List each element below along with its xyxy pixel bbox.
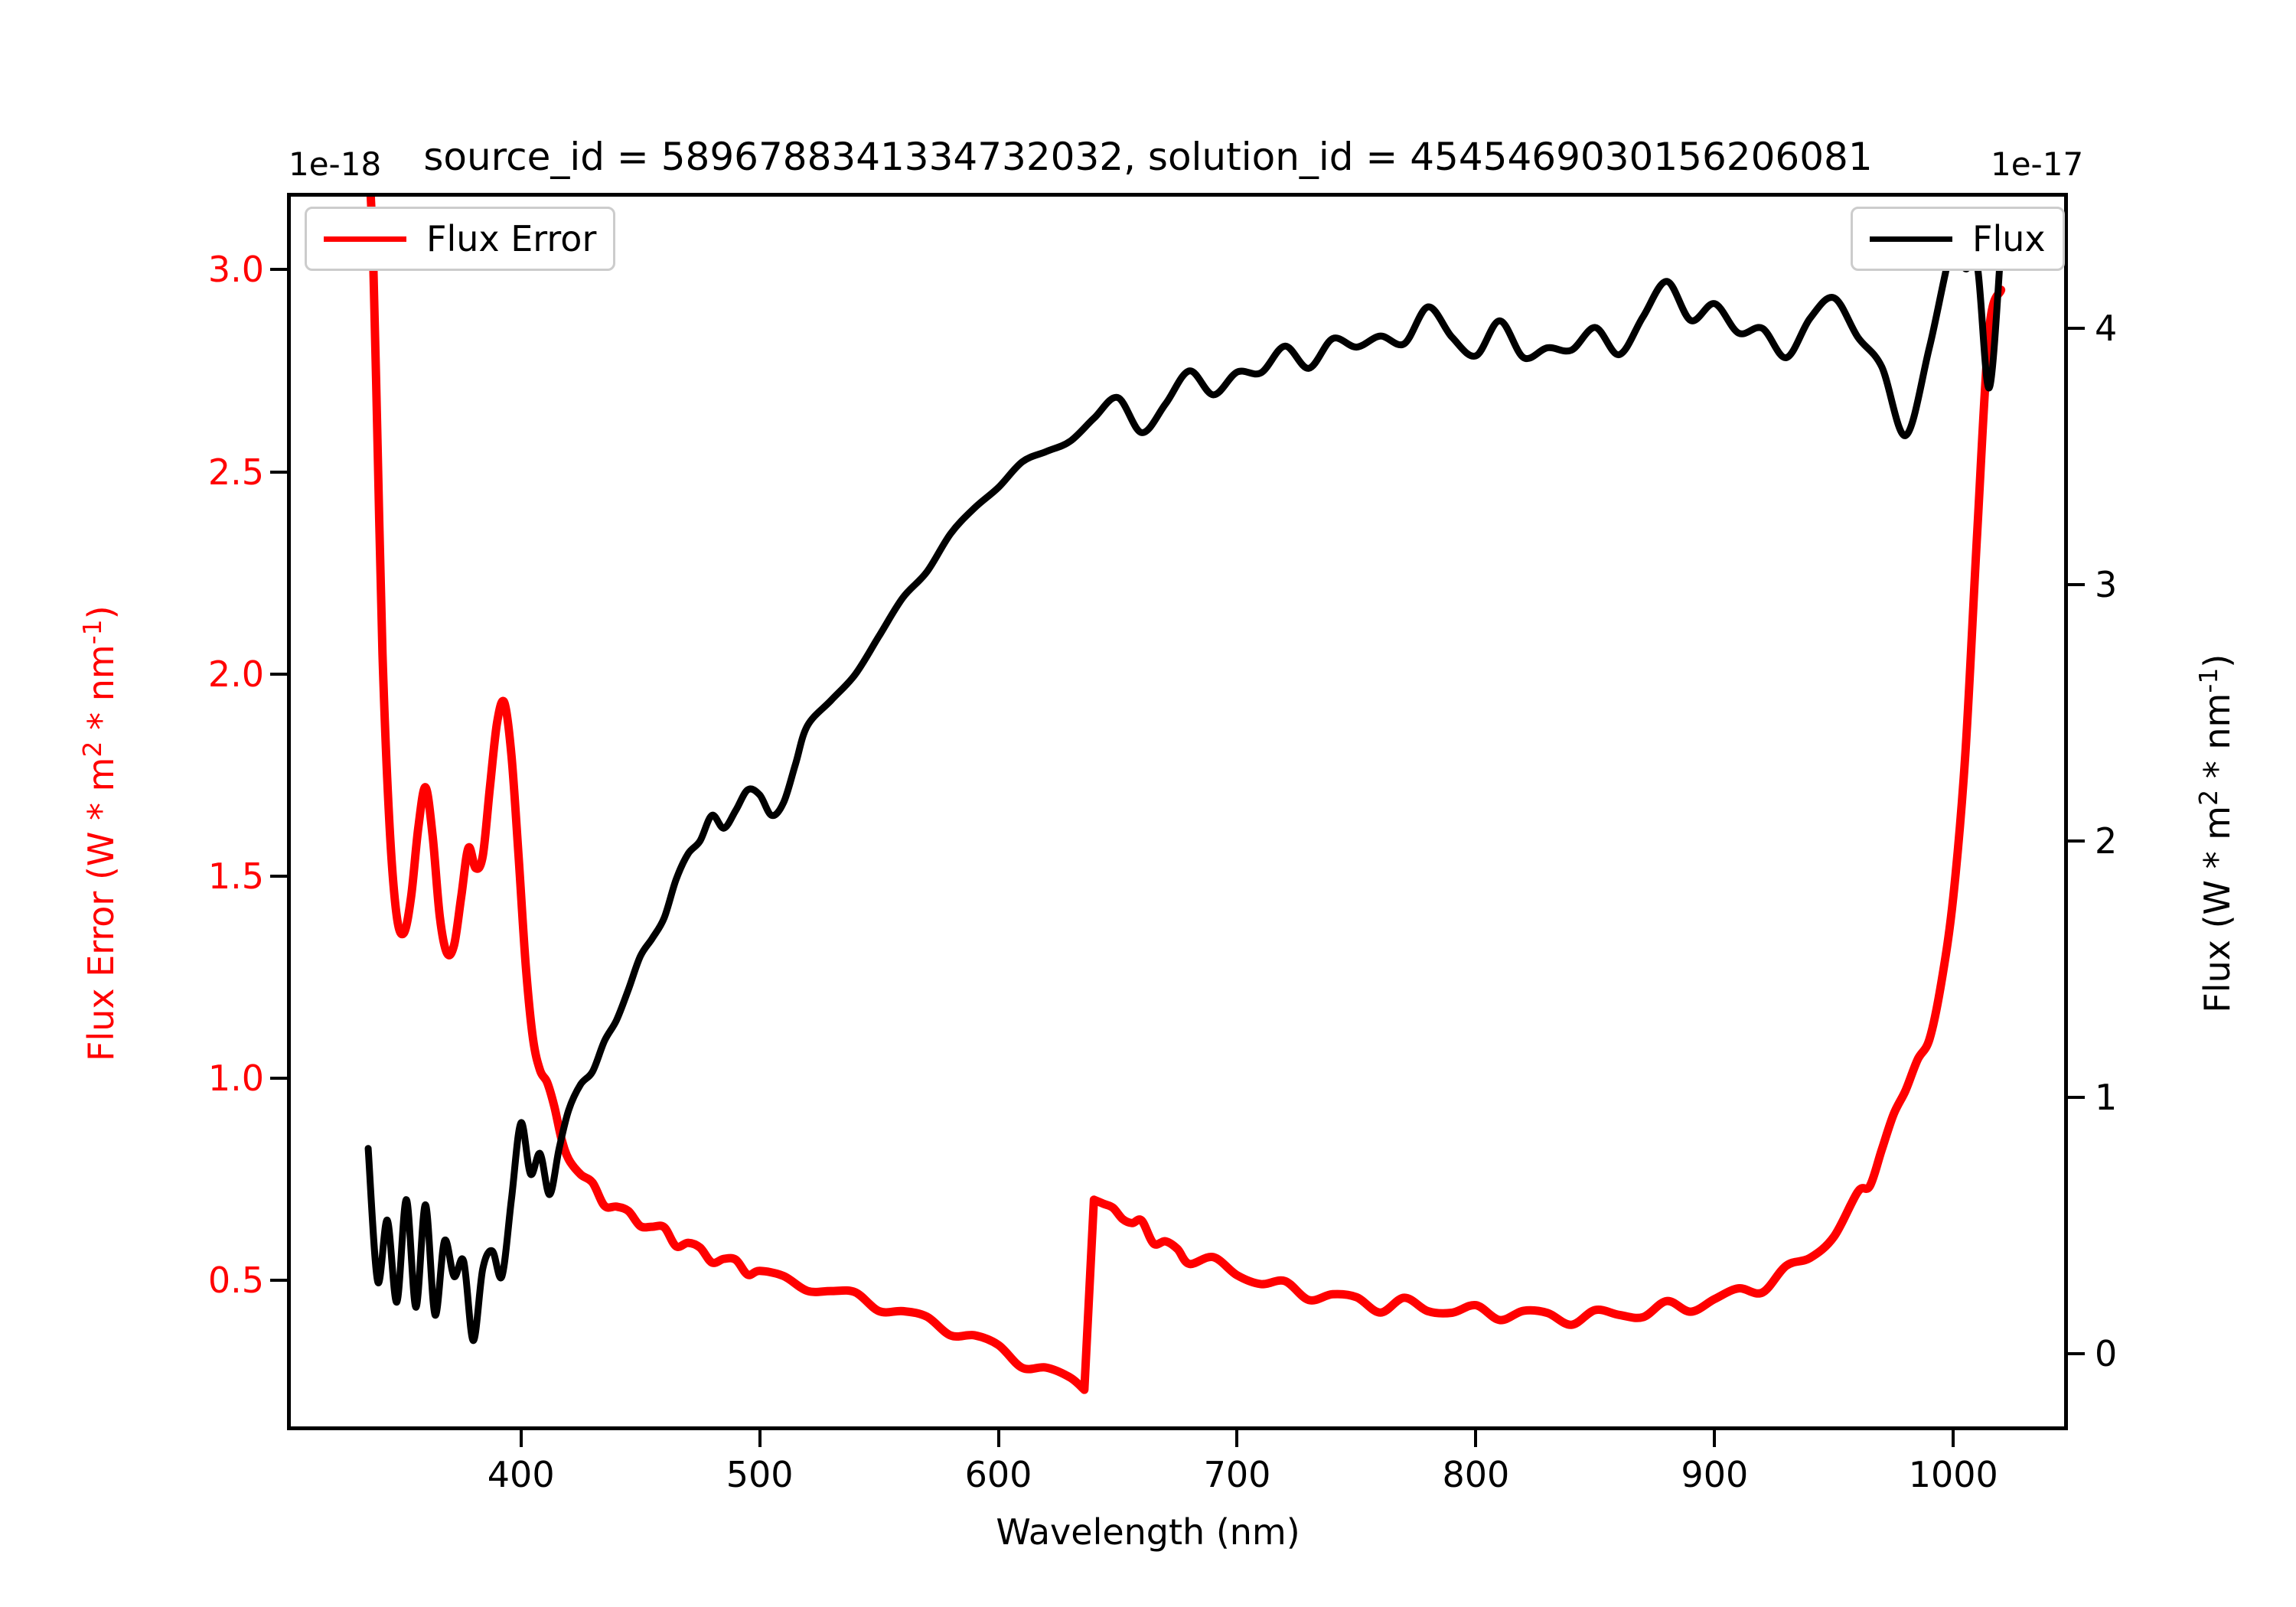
x-axis-tick bbox=[996, 1430, 1000, 1447]
y-axis-right-tick-label: 1 bbox=[2095, 1076, 2118, 1118]
y-right-title-sup: -1 bbox=[2193, 667, 2223, 693]
y-axis-right-tick bbox=[2068, 327, 2085, 331]
y-axis-right-tick bbox=[2068, 1095, 2085, 1099]
x-axis-tick bbox=[1713, 1430, 1717, 1447]
plot-frame bbox=[287, 193, 2068, 1430]
y-axis-right-tick-label: 3 bbox=[2095, 564, 2118, 606]
legend-line-flux-error bbox=[324, 236, 406, 242]
y-axis-left-tick bbox=[270, 1279, 287, 1283]
x-axis-tick-label: 800 bbox=[1442, 1454, 1510, 1495]
y-axis-right-tick bbox=[2068, 583, 2085, 587]
x-axis-title: Wavelength (nm) bbox=[996, 1511, 1300, 1553]
y-axis-left-tick bbox=[270, 1077, 287, 1081]
x-axis-tick-label: 900 bbox=[1681, 1454, 1749, 1495]
y-right-title-exp: 2 bbox=[2193, 789, 2223, 806]
x-axis-tick-label: 500 bbox=[726, 1454, 794, 1495]
x-axis-tick-label: 400 bbox=[487, 1454, 555, 1495]
y-axis-right-tick bbox=[2068, 1351, 2085, 1355]
y-axis-right-tick-label: 4 bbox=[2095, 308, 2118, 350]
x-axis-tick-label: 1000 bbox=[1908, 1454, 1998, 1495]
x-axis-tick-label: 700 bbox=[1203, 1454, 1271, 1495]
y-axis-left-tick bbox=[270, 672, 287, 676]
chart-title: source_id = 5896788341334732032, solutio… bbox=[423, 135, 1873, 179]
y-axis-left-tick bbox=[270, 470, 287, 474]
x-axis-tick bbox=[1474, 1430, 1478, 1447]
x-axis-tick bbox=[519, 1430, 523, 1447]
y-axis-left-tick-label: 1.0 bbox=[207, 1058, 264, 1100]
y-left-title-mid2: * nm bbox=[80, 644, 122, 742]
legend-label-flux-error: Flux Error bbox=[426, 218, 597, 259]
x-axis-tick bbox=[758, 1430, 762, 1447]
y-axis-right-tick-label: 0 bbox=[2095, 1332, 2118, 1374]
y-axis-right-title: Flux (W * m2 * nm-1) bbox=[2193, 566, 2238, 1101]
y-axis-left-tick bbox=[270, 875, 287, 878]
flux-line bbox=[364, 237, 2005, 1345]
y-left-title-post: ) bbox=[80, 605, 122, 620]
x-axis-tick bbox=[1235, 1430, 1239, 1447]
y-axis-right-tick-label: 2 bbox=[2095, 820, 2118, 862]
y-axis-left-offset-text: 1e-18 bbox=[289, 145, 382, 183]
y-axis-right-offset-text: 1e-17 bbox=[1991, 145, 2084, 183]
y-left-title-pre: Flux Error (W * m bbox=[80, 757, 122, 1062]
plot-area bbox=[364, 193, 2006, 1394]
y-axis-left-tick bbox=[270, 268, 287, 272]
y-axis-left-tick-label: 3.0 bbox=[207, 249, 264, 291]
y-right-title-pre: Flux (W * m bbox=[2197, 805, 2239, 1013]
y-right-title-mid2: * nm bbox=[2197, 693, 2239, 790]
x-axis-tick bbox=[1952, 1430, 1955, 1447]
y-left-title-sup: -1 bbox=[77, 619, 107, 645]
legend-label-flux: Flux bbox=[1972, 218, 2046, 259]
legend-flux-error[interactable]: Flux Error bbox=[305, 207, 616, 271]
y-left-title-exp: 2 bbox=[77, 741, 107, 758]
y-axis-right-tick bbox=[2068, 839, 2085, 843]
legend-flux[interactable]: Flux bbox=[1851, 207, 2065, 271]
y-axis-left-tick-label: 2.5 bbox=[207, 451, 264, 493]
y-right-title-post: ) bbox=[2197, 654, 2239, 668]
x-axis-tick-label: 600 bbox=[964, 1454, 1032, 1495]
y-axis-left-tick-label: 0.5 bbox=[207, 1260, 264, 1302]
flux-error-line bbox=[366, 193, 2006, 1394]
y-axis-left-tick-label: 2.0 bbox=[207, 653, 264, 695]
legend-line-flux bbox=[1870, 236, 1952, 242]
y-axis-left-title: Flux Error (W * m2 * nm-1) bbox=[77, 566, 122, 1101]
y-axis-left-tick-label: 1.5 bbox=[207, 856, 264, 898]
